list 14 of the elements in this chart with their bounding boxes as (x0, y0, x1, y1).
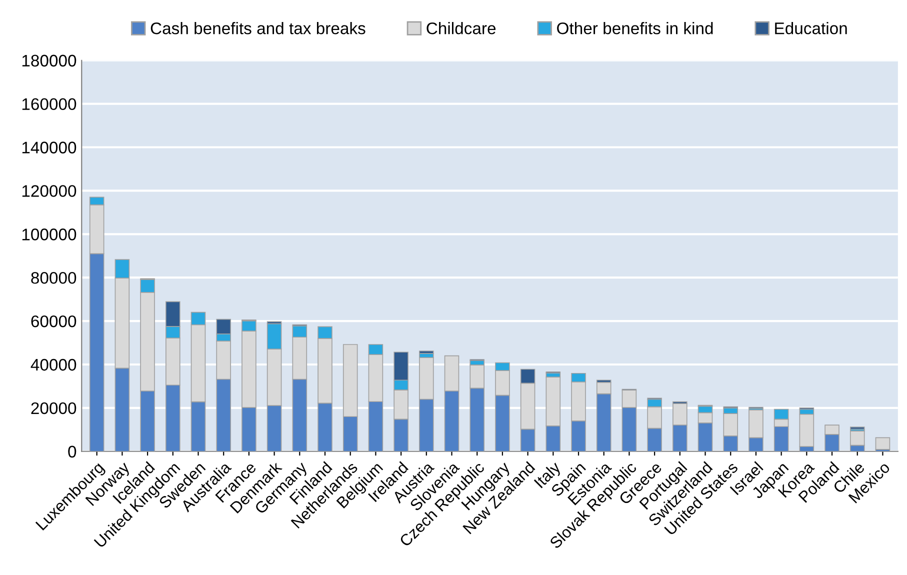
y-tick-label: 0 (68, 446, 76, 458)
y-tick-label: 140000 (22, 142, 76, 154)
legend-label: Other benefits in kind (557, 22, 713, 34)
legend-label: Education (775, 22, 847, 34)
y-tick-label: 160000 (22, 98, 76, 110)
legend-label: Cash benefits and tax breaks (150, 22, 366, 34)
y-tick-label: 80000 (31, 272, 76, 284)
y-tick-label: 180000 (22, 54, 76, 67)
y-tick-label: 40000 (30, 358, 76, 371)
y-tick-label: 120000 (22, 185, 76, 197)
y-tick-label: 60000 (31, 315, 76, 328)
y-tick-label: 20000 (31, 402, 76, 414)
legend-label: Childcare (426, 22, 496, 34)
y-tick-label: 100000 (22, 228, 76, 240)
